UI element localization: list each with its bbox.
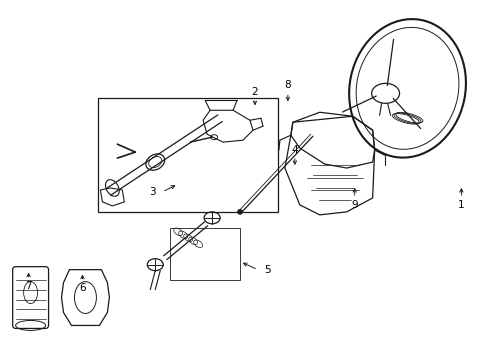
Bar — [170, 228, 240, 280]
Text: 2: 2 — [252, 87, 258, 97]
Text: 6: 6 — [79, 283, 86, 293]
Text: 9: 9 — [351, 200, 358, 210]
Text: 5: 5 — [265, 265, 271, 275]
Text: 8: 8 — [285, 80, 291, 90]
Text: 3: 3 — [149, 187, 156, 197]
Circle shape — [238, 210, 243, 214]
Bar — [98, 98, 278, 212]
Text: 4: 4 — [292, 145, 298, 155]
Text: 7: 7 — [25, 280, 32, 291]
Text: 1: 1 — [458, 200, 465, 210]
